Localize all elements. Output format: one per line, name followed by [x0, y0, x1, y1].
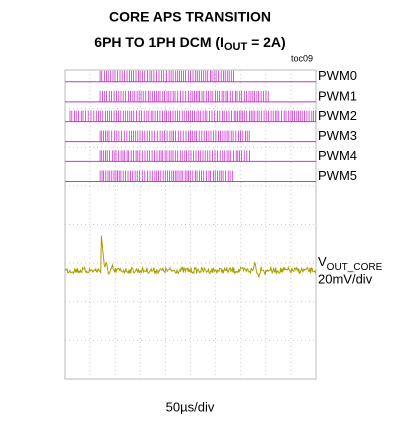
pulse-burst — [99, 170, 234, 182]
trace-label: VOUT_CORE — [318, 254, 383, 272]
subtitle-part: 6PH TO 1PH DCM (I — [94, 34, 224, 50]
channel-label: PWM5 — [318, 168, 357, 183]
trace-sub: OUT_CORE — [327, 262, 383, 273]
channel-label: PWM0 — [318, 68, 357, 83]
channel-label: PWM2 — [318, 108, 357, 123]
channel-label: PWM4 — [318, 148, 357, 163]
figure-id: toc09 — [291, 53, 313, 63]
subtitle-sub: OUT — [224, 41, 248, 53]
chart-title: CORE APS TRANSITION — [109, 9, 271, 25]
trace-name: V — [318, 254, 327, 269]
channel-label: PWM3 — [318, 128, 357, 143]
pulse-burst — [99, 70, 234, 82]
pulse-burst — [99, 90, 269, 102]
pulse-burst — [99, 150, 250, 162]
subtitle-part: = 2A) — [247, 34, 286, 50]
pulse-burst — [69, 110, 316, 122]
timebase: 50µs/div — [166, 399, 215, 414]
pulse-burst — [99, 130, 250, 142]
trace-scale: 20mV/div — [318, 271, 373, 286]
channel-label: PWM1 — [318, 88, 357, 103]
analog-trace — [64, 235, 317, 278]
chart-subtitle: 6PH TO 1PH DCM (IOUT = 2A) — [94, 34, 285, 53]
